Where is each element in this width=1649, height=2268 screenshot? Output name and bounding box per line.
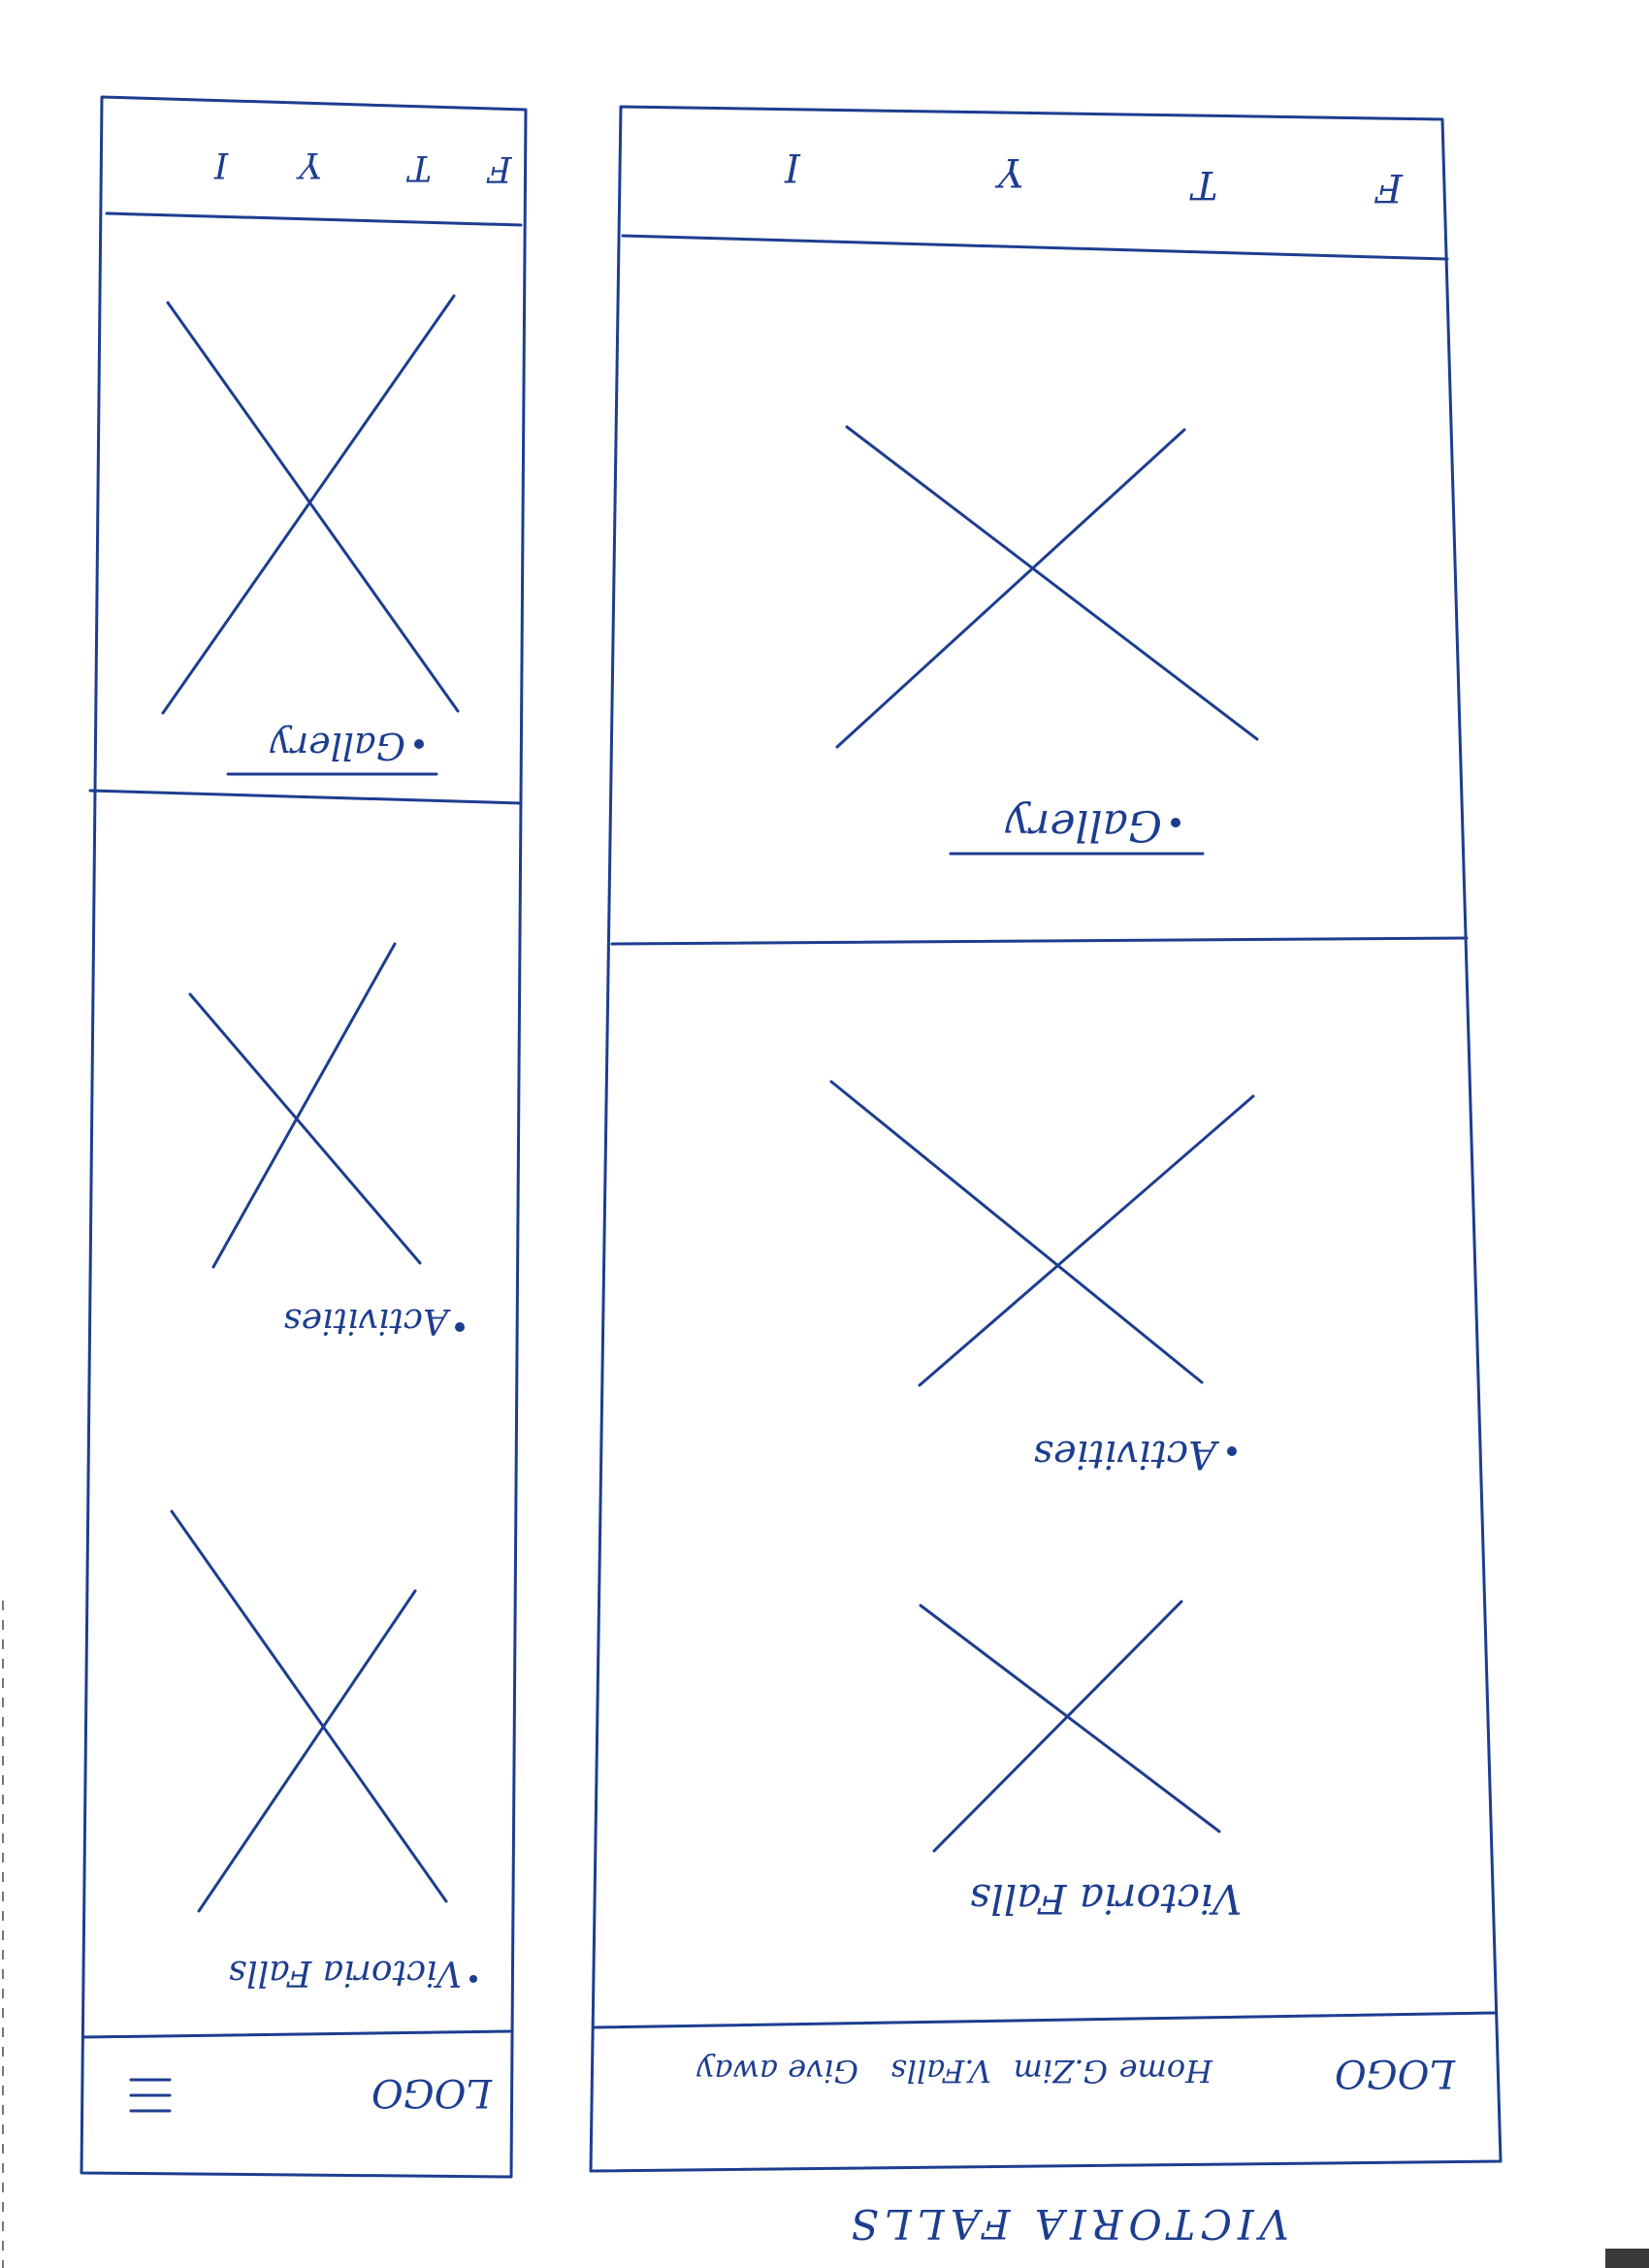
nav-home-link[interactable]: Home: [1119, 2053, 1213, 2090]
nav-vfalls-link[interactable]: V.Falls: [890, 2053, 991, 2090]
desktop-gallery-divider: [610, 936, 1469, 946]
desktop-frame: [589, 105, 1503, 2173]
desktop-victoria-falls-label-group: Victoria Falls: [970, 1875, 1242, 1923]
desktop-victoria-falls-image-placeholder: [919, 1600, 1221, 1853]
hamburger-menu-icon[interactable]: [129, 2078, 172, 2113]
desktop-gallery-image-placeholder: [835, 425, 1259, 749]
mobile-wireframe: F T Y I Gallery: [80, 95, 528, 2179]
desktop-gallery-label: Gallery: [1004, 800, 1162, 850]
mobile-victoria-falls-label: Victoria Falls: [229, 1953, 462, 1993]
page-title-group: VICTORIA FALLS: [845, 2200, 1289, 2248]
page-title: VICTORIA FALLS: [845, 2200, 1289, 2248]
desktop-footer-divider: [621, 234, 1449, 261]
mobile-footer-instagram-icon[interactable]: I: [213, 145, 229, 184]
mobile-gallery-image-placeholder: [161, 294, 460, 715]
footer-instagram-icon[interactable]: I: [784, 145, 801, 189]
mobile-footer-divider: [105, 211, 523, 227]
mobile-header-group: LOGO: [129, 2070, 493, 2115]
mobile-activities-label: Activities: [283, 1301, 451, 1341]
mobile-activities-label-group: Activities: [283, 1301, 465, 1341]
mobile-victoria-falls-label-group: Victoria Falls: [229, 1953, 477, 1993]
footer-youtube-icon[interactable]: Y: [994, 149, 1023, 194]
mobile-footer-youtube-icon[interactable]: Y: [296, 145, 322, 184]
mobile-activities-image-placeholder: [188, 942, 422, 1269]
footer-facebook-icon[interactable]: F: [1374, 165, 1404, 210]
nav-gzim-link[interactable]: G.Zim: [1014, 2053, 1108, 2090]
mobile-gallery-divider: [88, 789, 523, 805]
scan-corner-artifact: [1605, 2249, 1649, 2268]
mobile-gallery-label-group: Gallery: [226, 725, 438, 776]
mobile-gallery-label: Gallery: [270, 725, 405, 767]
desktop-activities-label-group: Activities: [1033, 1432, 1237, 1476]
desktop-footer-icons: F T Y I: [784, 145, 1404, 210]
desktop-wireframe: F T Y I Gallery: [589, 105, 1503, 2173]
desktop-header-divider: [592, 2011, 1498, 2029]
mobile-logo[interactable]: LOGO: [372, 2070, 493, 2115]
desktop-victoria-falls-label: Victoria Falls: [970, 1875, 1242, 1923]
mobile-footer-facebook-icon[interactable]: F: [485, 148, 512, 188]
desktop-header-group: LOGO Home G.Zim V.Falls Give away: [695, 2051, 1456, 2095]
mobile-header-divider: [81, 2029, 514, 2039]
desktop-activities-label: Activities: [1033, 1432, 1220, 1476]
mobile-victoria-falls-image-placeholder: [170, 1509, 448, 1913]
desktop-logo[interactable]: LOGO: [1335, 2051, 1456, 2095]
nav-giveaway-link[interactable]: Give away: [695, 2053, 858, 2090]
footer-twitter-icon[interactable]: T: [1188, 162, 1217, 207]
mobile-frame: [80, 95, 528, 2179]
mobile-footer-icons: F T Y I: [213, 145, 512, 188]
desktop-activities-image-placeholder: [829, 1080, 1255, 1387]
mobile-footer-twitter-icon[interactable]: T: [405, 147, 432, 187]
desktop-gallery-label-group: Gallery: [949, 800, 1205, 856]
